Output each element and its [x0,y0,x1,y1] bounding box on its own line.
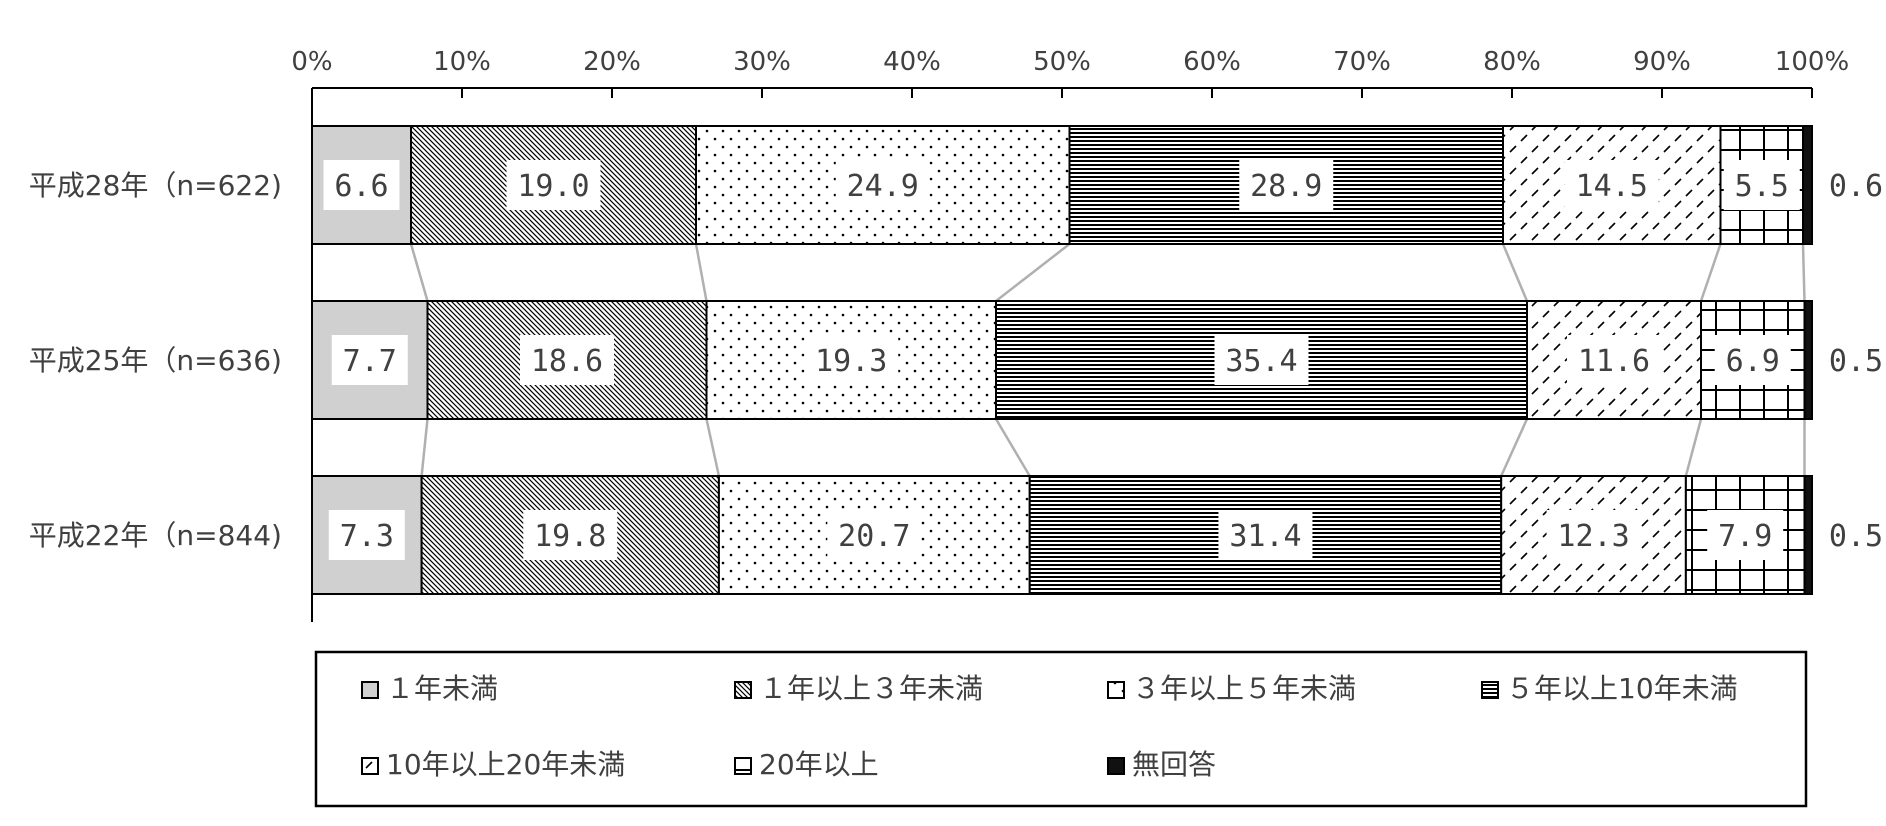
data-label: 0.6 [1829,169,1883,204]
x-tick-label: 10% [433,47,491,77]
data-label-background [827,510,922,560]
data-labels: 6.6 19.0 24.9 28.9 14.5 5.5 0.6 7.7 18.6 19.3 35.4… [323,160,1883,560]
data-label: 6.6 [334,169,388,204]
data-label: 18.6 [531,344,603,379]
category-label: 平成22年（n=844) [29,519,282,552]
data-label: 7.9 [1718,519,1772,554]
data-label: 11.6 [1578,344,1650,379]
series-line [1500,418,1529,477]
category-label: 平成28年（n=622) [29,169,282,202]
data-label-background [835,160,930,210]
x-tick-label: 40% [883,47,941,77]
x-axis: 0% 10% 20% 30% 40% 50% 60% 70% 80% 90% 100% [291,47,1849,622]
category-label: 平成25年（n=636) [29,344,282,377]
data-label: 7.3 [340,519,394,554]
x-tick-label: 70% [1333,47,1391,77]
data-label: 14.5 [1576,169,1648,204]
series-line [1801,243,1806,302]
series-line [1699,243,1722,302]
legend-label: １年以上３年未満 [759,672,983,705]
legend-label: 無回答 [1132,748,1216,781]
category-labels: 平成28年（n=622) 平成25年（n=636) 平成22年（n=844) [29,169,282,552]
x-tick-label: 90% [1633,47,1691,77]
series-line [994,418,1031,477]
data-label-background [1567,335,1661,385]
data-label-background [523,510,618,560]
data-label: 7.7 [343,344,397,379]
data-label: 12.3 [1557,519,1629,554]
data-label-background [1218,510,1313,560]
bar-segment-no-answer [1803,300,1813,420]
data-label-background [1214,335,1309,385]
legend-swatch-10-20yr [361,757,379,775]
data-label-background [328,510,405,560]
legend-label: １年未満 [386,672,498,705]
bar-segment-3-5yr [695,125,1071,245]
connector-lines [409,243,1806,477]
x-tick-label: 50% [1033,47,1091,77]
legend-swatch-under-1yr [361,681,379,699]
x-tick-label: 100% [1775,47,1849,77]
data-label: 19.8 [534,519,606,554]
legend-box [314,650,1808,808]
data-label: 5.5 [1735,169,1789,204]
x-tick-label: 80% [1483,47,1541,77]
data-label: 35.4 [1225,344,1297,379]
data-label: 19.3 [815,344,887,379]
legend-label: ３年以上５年未満 [1132,672,1356,705]
data-label: 0.5 [1829,344,1883,379]
data-label: 19.0 [517,169,589,204]
legend-swatch-no-answer [1107,757,1125,775]
series-line [1501,243,1529,302]
data-label-background [1714,335,1791,385]
data-label: 24.9 [847,169,919,204]
legend-swatch-1-3yr [734,681,752,699]
bar-segment-no-answer [1803,475,1813,595]
series-line [995,243,1071,302]
legend: １年未満 １年以上３年未満 ３年以上５年未満 ５年以上10年未満 10年以上20年未満 2… [314,650,1808,808]
data-label: 6.9 [1726,344,1780,379]
data-label-background [1564,160,1659,210]
series-line [694,243,708,302]
data-label: 0.5 [1829,519,1883,554]
x-tick-label: 20% [583,47,641,77]
data-label-background [1707,510,1784,560]
data-label-background [323,160,400,210]
series-line [1684,418,1703,477]
data-label-background [804,335,899,385]
x-tick-label: 60% [1183,47,1241,77]
legend-label: ５年以上10年未満 [1506,672,1738,705]
data-label-background [520,335,614,385]
bar-segment-no-answer [1802,125,1813,245]
data-label: 31.4 [1229,519,1301,554]
data-label-background [331,335,408,385]
x-tick-label: 0% [291,47,332,77]
legend-label: 20年以上 [759,748,879,781]
data-label-background [1546,510,1641,560]
series-line [420,418,429,477]
legend-swatch-20yr-plus [734,757,752,775]
series-line [409,243,429,302]
data-label-background [506,160,601,210]
data-label: 20.7 [838,519,910,554]
legend-label: 10年以上20年未満 [386,748,625,781]
legend-swatch-5-10yr [1481,681,1499,699]
x-tick-label: 30% [733,47,791,77]
data-label-background [1239,160,1334,210]
data-label: 28.9 [1250,169,1322,204]
series-line [705,418,721,477]
legend-swatch-3-5yr [1107,681,1125,699]
data-label-background [1723,160,1800,210]
